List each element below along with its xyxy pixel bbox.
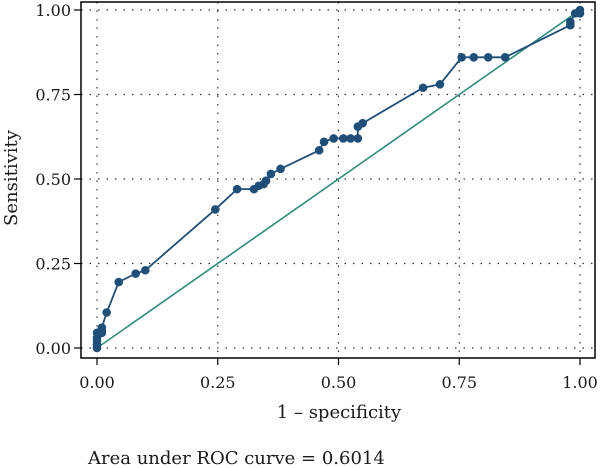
y-tick-label: 0.25 — [35, 255, 71, 274]
grid — [81, 2, 595, 358]
roc-point — [261, 176, 271, 185]
x-tick-label: 0.75 — [441, 373, 477, 392]
y-tick-label: 1.00 — [35, 1, 71, 20]
roc-point — [276, 164, 285, 174]
roc-point — [114, 277, 124, 287]
roc-point — [329, 134, 338, 143]
roc-point — [346, 134, 355, 143]
roc-point — [266, 169, 276, 179]
roc-point — [339, 134, 348, 143]
roc-point — [353, 134, 363, 143]
roc-point — [319, 137, 329, 147]
roc-point — [500, 53, 510, 62]
x-axis: 0.00 0.25 0.50 0.75 1.00 — [79, 358, 598, 392]
roc-point — [97, 323, 107, 333]
x-axis-title: 1 – specificity — [277, 402, 402, 423]
roc-point — [141, 265, 150, 275]
y-axis: 0.00 0.25 0.50 0.75 1.00 — [35, 1, 81, 358]
roc-markers — [92, 5, 585, 353]
y-tick-label: 0.50 — [35, 170, 71, 189]
roc-point — [566, 17, 575, 27]
roc-point — [358, 118, 367, 128]
roc-point — [102, 308, 111, 317]
roc-point — [435, 80, 445, 89]
roc-point — [232, 184, 242, 194]
x-tick-label: 0.25 — [200, 373, 236, 392]
x-tick-label: 1.00 — [562, 373, 598, 392]
reference-line — [96, 9, 581, 349]
roc-point — [457, 53, 466, 62]
roc-point — [131, 269, 140, 278]
roc-point — [483, 53, 493, 62]
roc-point — [418, 83, 428, 93]
x-tick-label: 0.00 — [79, 373, 115, 392]
roc-point — [575, 5, 585, 15]
y-tick-label: 0.75 — [35, 86, 71, 105]
roc-point — [314, 145, 324, 155]
chance-diagonal-line — [96, 9, 581, 349]
roc-point — [469, 53, 479, 62]
y-axis-title: Sensitivity — [1, 129, 22, 226]
y-tick-label: 0.00 — [35, 339, 71, 358]
roc-point — [211, 205, 220, 214]
x-tick-label: 0.50 — [321, 373, 357, 392]
auc-note: Area under ROC curve = 0.6014 — [87, 448, 385, 468]
